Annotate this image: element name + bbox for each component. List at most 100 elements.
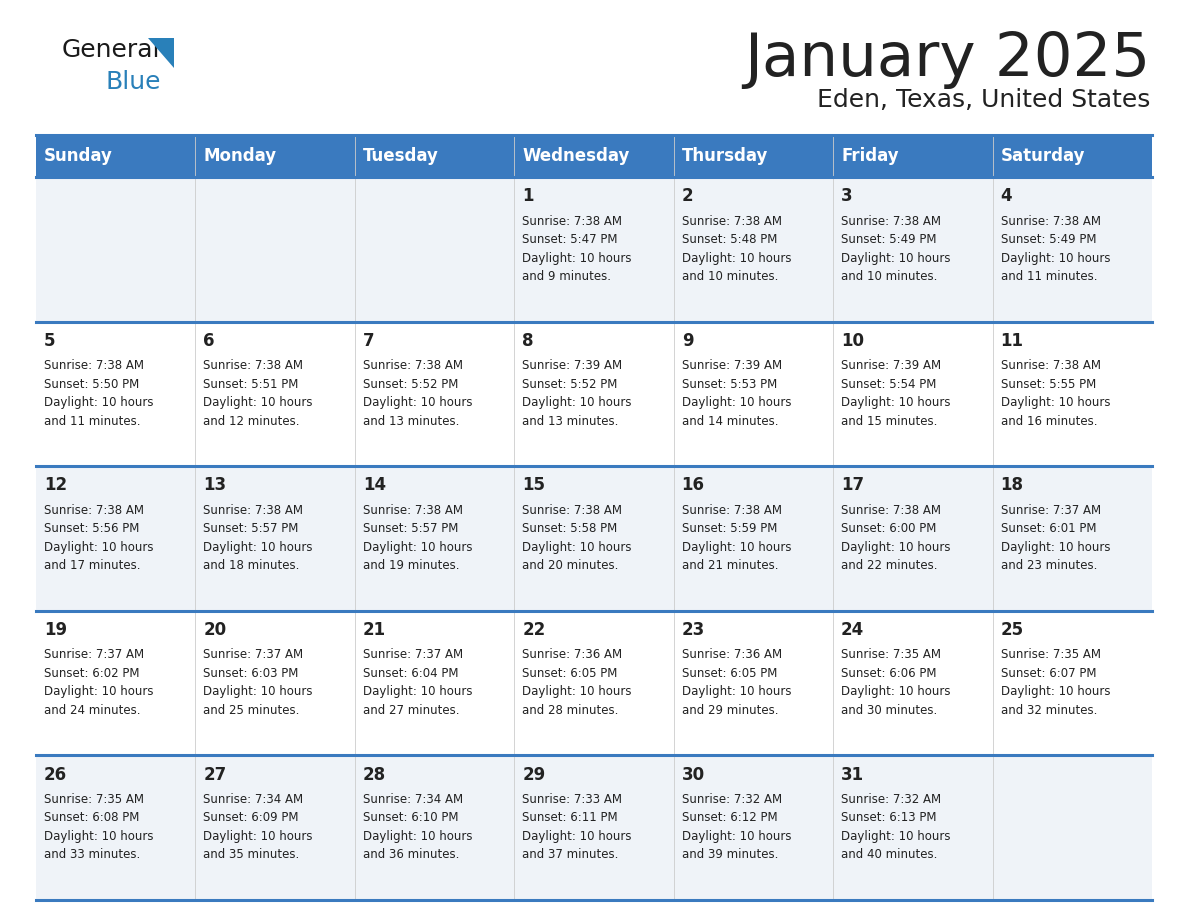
Text: Sunrise: 7:34 AM
Sunset: 6:10 PM
Daylight: 10 hours
and 36 minutes.: Sunrise: 7:34 AM Sunset: 6:10 PM Dayligh… <box>362 793 473 861</box>
Text: 16: 16 <box>682 476 704 494</box>
Text: Sunrise: 7:34 AM
Sunset: 6:09 PM
Daylight: 10 hours
and 35 minutes.: Sunrise: 7:34 AM Sunset: 6:09 PM Dayligh… <box>203 793 312 861</box>
Text: General: General <box>62 38 160 62</box>
Bar <box>355 466 514 610</box>
Bar <box>196 610 355 756</box>
Text: 11: 11 <box>1000 331 1024 350</box>
Text: Sunrise: 7:38 AM
Sunset: 5:51 PM
Daylight: 10 hours
and 12 minutes.: Sunrise: 7:38 AM Sunset: 5:51 PM Dayligh… <box>203 359 312 428</box>
Text: Sunrise: 7:39 AM
Sunset: 5:52 PM
Daylight: 10 hours
and 13 minutes.: Sunrise: 7:39 AM Sunset: 5:52 PM Dayligh… <box>523 359 632 428</box>
Bar <box>674 177 833 321</box>
Text: Saturday: Saturday <box>1000 147 1085 165</box>
Bar <box>355 135 514 177</box>
Text: Sunrise: 7:35 AM
Sunset: 6:08 PM
Daylight: 10 hours
and 33 minutes.: Sunrise: 7:35 AM Sunset: 6:08 PM Dayligh… <box>44 793 153 861</box>
Text: Sunrise: 7:38 AM
Sunset: 5:49 PM
Daylight: 10 hours
and 10 minutes.: Sunrise: 7:38 AM Sunset: 5:49 PM Dayligh… <box>841 215 950 283</box>
Text: 27: 27 <box>203 766 227 784</box>
Text: Sunrise: 7:38 AM
Sunset: 5:58 PM
Daylight: 10 hours
and 20 minutes.: Sunrise: 7:38 AM Sunset: 5:58 PM Dayligh… <box>523 504 632 572</box>
Text: 30: 30 <box>682 766 704 784</box>
Text: 4: 4 <box>1000 187 1012 205</box>
Text: Sunrise: 7:38 AM
Sunset: 5:47 PM
Daylight: 10 hours
and 9 minutes.: Sunrise: 7:38 AM Sunset: 5:47 PM Dayligh… <box>523 215 632 283</box>
Bar <box>992 610 1152 756</box>
Text: 21: 21 <box>362 621 386 639</box>
Bar <box>514 610 674 756</box>
Bar <box>514 756 674 900</box>
Bar <box>674 610 833 756</box>
Text: Thursday: Thursday <box>682 147 769 165</box>
Polygon shape <box>148 38 173 68</box>
Bar <box>36 466 196 610</box>
Text: Sunrise: 7:38 AM
Sunset: 5:52 PM
Daylight: 10 hours
and 13 minutes.: Sunrise: 7:38 AM Sunset: 5:52 PM Dayligh… <box>362 359 473 428</box>
Text: 28: 28 <box>362 766 386 784</box>
Bar <box>196 135 355 177</box>
Text: Sunrise: 7:39 AM
Sunset: 5:54 PM
Daylight: 10 hours
and 15 minutes.: Sunrise: 7:39 AM Sunset: 5:54 PM Dayligh… <box>841 359 950 428</box>
Text: Eden, Texas, United States: Eden, Texas, United States <box>816 88 1150 112</box>
Bar <box>833 177 992 321</box>
Text: 5: 5 <box>44 331 56 350</box>
Text: 13: 13 <box>203 476 227 494</box>
Text: 20: 20 <box>203 621 227 639</box>
Text: Sunrise: 7:33 AM
Sunset: 6:11 PM
Daylight: 10 hours
and 37 minutes.: Sunrise: 7:33 AM Sunset: 6:11 PM Dayligh… <box>523 793 632 861</box>
Bar <box>833 135 992 177</box>
Bar <box>196 177 355 321</box>
Bar <box>992 135 1152 177</box>
Text: 19: 19 <box>44 621 67 639</box>
Text: Sunrise: 7:38 AM
Sunset: 5:49 PM
Daylight: 10 hours
and 11 minutes.: Sunrise: 7:38 AM Sunset: 5:49 PM Dayligh… <box>1000 215 1110 283</box>
Bar <box>514 466 674 610</box>
Text: Sunday: Sunday <box>44 147 113 165</box>
Text: 25: 25 <box>1000 621 1024 639</box>
Text: 18: 18 <box>1000 476 1024 494</box>
Bar <box>674 466 833 610</box>
Bar <box>36 135 196 177</box>
Bar <box>355 756 514 900</box>
Bar <box>36 756 196 900</box>
Text: Sunrise: 7:37 AM
Sunset: 6:04 PM
Daylight: 10 hours
and 27 minutes.: Sunrise: 7:37 AM Sunset: 6:04 PM Dayligh… <box>362 648 473 717</box>
Text: Sunrise: 7:38 AM
Sunset: 5:57 PM
Daylight: 10 hours
and 18 minutes.: Sunrise: 7:38 AM Sunset: 5:57 PM Dayligh… <box>203 504 312 572</box>
Text: Monday: Monday <box>203 147 277 165</box>
Text: 17: 17 <box>841 476 864 494</box>
Text: Sunrise: 7:38 AM
Sunset: 5:50 PM
Daylight: 10 hours
and 11 minutes.: Sunrise: 7:38 AM Sunset: 5:50 PM Dayligh… <box>44 359 153 428</box>
Bar <box>674 135 833 177</box>
Text: Sunrise: 7:38 AM
Sunset: 5:56 PM
Daylight: 10 hours
and 17 minutes.: Sunrise: 7:38 AM Sunset: 5:56 PM Dayligh… <box>44 504 153 572</box>
Bar <box>833 321 992 466</box>
Bar <box>514 321 674 466</box>
Text: 1: 1 <box>523 187 533 205</box>
Text: Sunrise: 7:32 AM
Sunset: 6:13 PM
Daylight: 10 hours
and 40 minutes.: Sunrise: 7:32 AM Sunset: 6:13 PM Dayligh… <box>841 793 950 861</box>
Text: 23: 23 <box>682 621 704 639</box>
Bar <box>355 610 514 756</box>
Text: Sunrise: 7:38 AM
Sunset: 5:48 PM
Daylight: 10 hours
and 10 minutes.: Sunrise: 7:38 AM Sunset: 5:48 PM Dayligh… <box>682 215 791 283</box>
Text: Sunrise: 7:37 AM
Sunset: 6:02 PM
Daylight: 10 hours
and 24 minutes.: Sunrise: 7:37 AM Sunset: 6:02 PM Dayligh… <box>44 648 153 717</box>
Bar <box>36 610 196 756</box>
Bar <box>196 756 355 900</box>
Text: 10: 10 <box>841 331 864 350</box>
Text: Sunrise: 7:36 AM
Sunset: 6:05 PM
Daylight: 10 hours
and 28 minutes.: Sunrise: 7:36 AM Sunset: 6:05 PM Dayligh… <box>523 648 632 717</box>
Text: Sunrise: 7:38 AM
Sunset: 5:59 PM
Daylight: 10 hours
and 21 minutes.: Sunrise: 7:38 AM Sunset: 5:59 PM Dayligh… <box>682 504 791 572</box>
Bar <box>674 321 833 466</box>
Text: Sunrise: 7:35 AM
Sunset: 6:06 PM
Daylight: 10 hours
and 30 minutes.: Sunrise: 7:35 AM Sunset: 6:06 PM Dayligh… <box>841 648 950 717</box>
Text: 7: 7 <box>362 331 374 350</box>
Text: Sunrise: 7:36 AM
Sunset: 6:05 PM
Daylight: 10 hours
and 29 minutes.: Sunrise: 7:36 AM Sunset: 6:05 PM Dayligh… <box>682 648 791 717</box>
Bar <box>992 756 1152 900</box>
Text: Sunrise: 7:38 AM
Sunset: 5:55 PM
Daylight: 10 hours
and 16 minutes.: Sunrise: 7:38 AM Sunset: 5:55 PM Dayligh… <box>1000 359 1110 428</box>
Bar <box>514 177 674 321</box>
Text: Sunrise: 7:37 AM
Sunset: 6:03 PM
Daylight: 10 hours
and 25 minutes.: Sunrise: 7:37 AM Sunset: 6:03 PM Dayligh… <box>203 648 312 717</box>
Text: Sunrise: 7:39 AM
Sunset: 5:53 PM
Daylight: 10 hours
and 14 minutes.: Sunrise: 7:39 AM Sunset: 5:53 PM Dayligh… <box>682 359 791 428</box>
Text: Blue: Blue <box>105 70 160 94</box>
Bar <box>992 466 1152 610</box>
Text: 6: 6 <box>203 331 215 350</box>
Text: 2: 2 <box>682 187 694 205</box>
Bar <box>833 466 992 610</box>
Text: 15: 15 <box>523 476 545 494</box>
Bar <box>833 610 992 756</box>
Text: Friday: Friday <box>841 147 899 165</box>
Text: Sunrise: 7:35 AM
Sunset: 6:07 PM
Daylight: 10 hours
and 32 minutes.: Sunrise: 7:35 AM Sunset: 6:07 PM Dayligh… <box>1000 648 1110 717</box>
Bar <box>355 321 514 466</box>
Text: 8: 8 <box>523 331 533 350</box>
Bar <box>992 321 1152 466</box>
Text: 24: 24 <box>841 621 865 639</box>
Text: 9: 9 <box>682 331 694 350</box>
Bar <box>36 321 196 466</box>
Text: Sunrise: 7:38 AM
Sunset: 5:57 PM
Daylight: 10 hours
and 19 minutes.: Sunrise: 7:38 AM Sunset: 5:57 PM Dayligh… <box>362 504 473 572</box>
Text: January 2025: January 2025 <box>744 30 1150 89</box>
Text: 12: 12 <box>44 476 67 494</box>
Bar <box>196 321 355 466</box>
Text: 3: 3 <box>841 187 853 205</box>
Bar <box>196 466 355 610</box>
